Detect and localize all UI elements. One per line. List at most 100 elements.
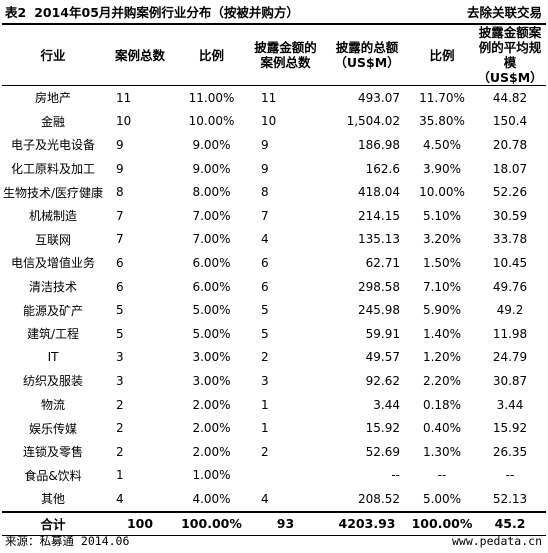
cell-disclosed-count: 1 xyxy=(261,397,269,412)
cell-pct: 2.00% xyxy=(192,444,231,459)
table-row: 房地产 11 11.00% 11 493.07 11.70% 44.82 xyxy=(2,86,546,110)
total-amount-pct: 100.00% xyxy=(410,510,474,536)
cell-pct: 5.00% xyxy=(192,303,231,318)
cell-avg: 11.98 xyxy=(492,326,528,341)
cell-avg: 26.35 xyxy=(492,444,528,459)
cell-avg: 15.92 xyxy=(492,421,528,436)
cell-avg: 10.45 xyxy=(492,255,528,270)
table-caption-bar: 表2 2014年05月并购案例行业分布（按被并购方） 去除关联交易 xyxy=(0,0,548,22)
top-rule xyxy=(2,23,546,25)
cell-pct: 10.00% xyxy=(188,114,235,129)
table-row: IT 3 3.00% 2 49.57 1.20% 24.79 xyxy=(2,346,546,370)
cell-disclosed-count: 11 xyxy=(261,90,277,105)
cell-pct: 4.00% xyxy=(192,491,231,506)
ma-industry-table: 行业 案例总数 比例 披露金额的案例总数 披露的总额（US$M） 比例 披露金额… xyxy=(2,25,546,536)
cell-industry: 纺织及服装 xyxy=(22,374,83,389)
cell-industry: 生物技术/医疗健康 xyxy=(2,185,104,200)
table-body: 房地产 11 11.00% 11 493.07 11.70% 44.82 金融 10 10.00%… xyxy=(2,86,546,512)
cell-disclosed-count: 1 xyxy=(261,421,269,436)
cell-industry: 食品&饮料 xyxy=(24,468,82,483)
cell-industry: 建筑/工程 xyxy=(26,327,80,342)
cell-amount: 208.52 xyxy=(358,491,400,506)
col-header-disclosed-count: 披露金额的案例总数 xyxy=(247,25,324,86)
cell-disclosed-count: 2 xyxy=(261,350,269,365)
cell-amount-pct: 3.90% xyxy=(422,161,462,176)
cell-industry: 娱乐传媒 xyxy=(28,421,77,436)
cell-disclosed-count: 4 xyxy=(261,232,269,247)
cell-count: 5 xyxy=(116,303,124,318)
cell-amount: 418.04 xyxy=(358,185,400,200)
cell-disclosed-count: 9 xyxy=(261,137,269,152)
cell-avg: 44.82 xyxy=(492,90,528,105)
cell-amount: 92.62 xyxy=(365,373,400,388)
cell-amount-pct: 1.40% xyxy=(422,326,462,341)
total-disclosed-count: 93 xyxy=(247,510,324,536)
cell-count: 6 xyxy=(116,255,124,270)
table-row: 物流 2 2.00% 1 3.44 0.18% 3.44 xyxy=(2,393,546,417)
cell-avg: 49.2 xyxy=(496,303,524,318)
cell-count: 2 xyxy=(116,444,124,459)
cell-disclosed-count xyxy=(247,464,324,488)
cell-count: 1 xyxy=(116,468,124,483)
cell-amount-pct: 0.40% xyxy=(422,421,462,436)
cell-disclosed-count: 8 xyxy=(261,185,269,200)
cell-pct: 7.00% xyxy=(192,208,231,223)
cell-industry: 互联网 xyxy=(34,232,71,247)
cell-amount-pct: 3.20% xyxy=(422,232,462,247)
cell-disclosed-count: 5 xyxy=(261,326,269,341)
website-note: www.pedata.cn xyxy=(451,534,542,548)
cell-count: 5 xyxy=(116,326,124,341)
cell-industry: 其他 xyxy=(40,492,65,507)
cell-amount: 52.69 xyxy=(365,444,400,459)
cell-amount-pct: 11.70% xyxy=(419,90,465,105)
table-title: 2014年05月并购案例行业分布（按被并购方） xyxy=(34,4,299,20)
cell-avg: 18.07 xyxy=(492,161,528,176)
table-row: 能源及矿产 5 5.00% 5 245.98 5.90% 49.2 xyxy=(2,298,546,322)
table-row: 建筑/工程 5 5.00% 5 59.91 1.40% 11.98 xyxy=(2,322,546,346)
cell-pct: 7.00% xyxy=(192,232,231,247)
cell-industry: 机械制造 xyxy=(28,209,77,224)
cell-industry: 化工原料及加工 xyxy=(10,162,95,177)
table-footer: 来源：私募通 2014.06 www.pedata.cn xyxy=(0,531,548,551)
cell-amount-pct: 1.30% xyxy=(422,444,462,459)
cell-count: 3 xyxy=(116,373,124,388)
cell-avg: 52.13 xyxy=(492,491,528,506)
cell-pct: 3.00% xyxy=(192,350,231,365)
col-header-avg: 披露金额案例的平均规模（US$M） xyxy=(474,25,546,86)
cell-industry: IT xyxy=(47,350,59,365)
cell-disclosed-count: 9 xyxy=(261,161,269,176)
cell-amount: 62.71 xyxy=(365,255,400,270)
cell-pct: 5.00% xyxy=(192,326,231,341)
cell-avg: 30.59 xyxy=(492,208,528,223)
table-row: 化工原料及加工 9 9.00% 9 162.6 3.90% 18.07 xyxy=(2,157,546,181)
cell-amount-pct: 10.00% xyxy=(419,185,465,200)
table-row: 金融 10 10.00% 10 1,504.02 35.80% 150.4 xyxy=(2,110,546,134)
cell-disclosed-count: 3 xyxy=(261,373,269,388)
cell-disclosed-count: 10 xyxy=(261,114,277,129)
table-caption: 表2 2014年05月并购案例行业分布（按被并购方） xyxy=(5,2,299,21)
table-row: 电信及增值业务 6 6.00% 6 62.71 1.50% 10.45 xyxy=(2,251,546,275)
cell-avg: 52.26 xyxy=(492,185,528,200)
table-row: 清洁技术 6 6.00% 6 298.58 7.10% 49.76 xyxy=(2,275,546,299)
table-header: 行业 案例总数 比例 披露金额的案例总数 披露的总额（US$M） 比例 披露金额… xyxy=(2,25,546,86)
table-row: 娱乐传媒 2 2.00% 1 15.92 0.40% 15.92 xyxy=(2,416,546,440)
cell-amount-pct: 7.10% xyxy=(422,279,462,294)
total-amount: 4203.93 xyxy=(324,510,410,536)
cell-pct: 9.00% xyxy=(192,161,231,176)
cell-amount: 15.92 xyxy=(365,421,400,436)
cell-amount-pct: 1.50% xyxy=(422,255,462,270)
cell-disclosed-count: 2 xyxy=(261,444,269,459)
table-row: 电子及光电设备 9 9.00% 9 186.98 4.50% 20.78 xyxy=(2,133,546,157)
cell-pct: 6.00% xyxy=(192,279,231,294)
cell-count: 10 xyxy=(116,114,132,129)
cell-amount-pct: 2.20% xyxy=(422,373,462,388)
cell-count: 3 xyxy=(116,350,124,365)
cell-disclosed-count: 6 xyxy=(261,279,269,294)
cell-amount: 298.58 xyxy=(358,279,400,294)
cell-amount: 49.57 xyxy=(365,350,400,365)
table-note: 去除关联交易 xyxy=(466,4,542,20)
total-avg: 45.2 xyxy=(474,510,546,536)
total-label: 合计 xyxy=(2,510,104,536)
table-total: 合计 100 100.00% 93 4203.93 100.00% 45.2 xyxy=(2,510,546,536)
cell-amount: 162.6 xyxy=(365,161,400,176)
